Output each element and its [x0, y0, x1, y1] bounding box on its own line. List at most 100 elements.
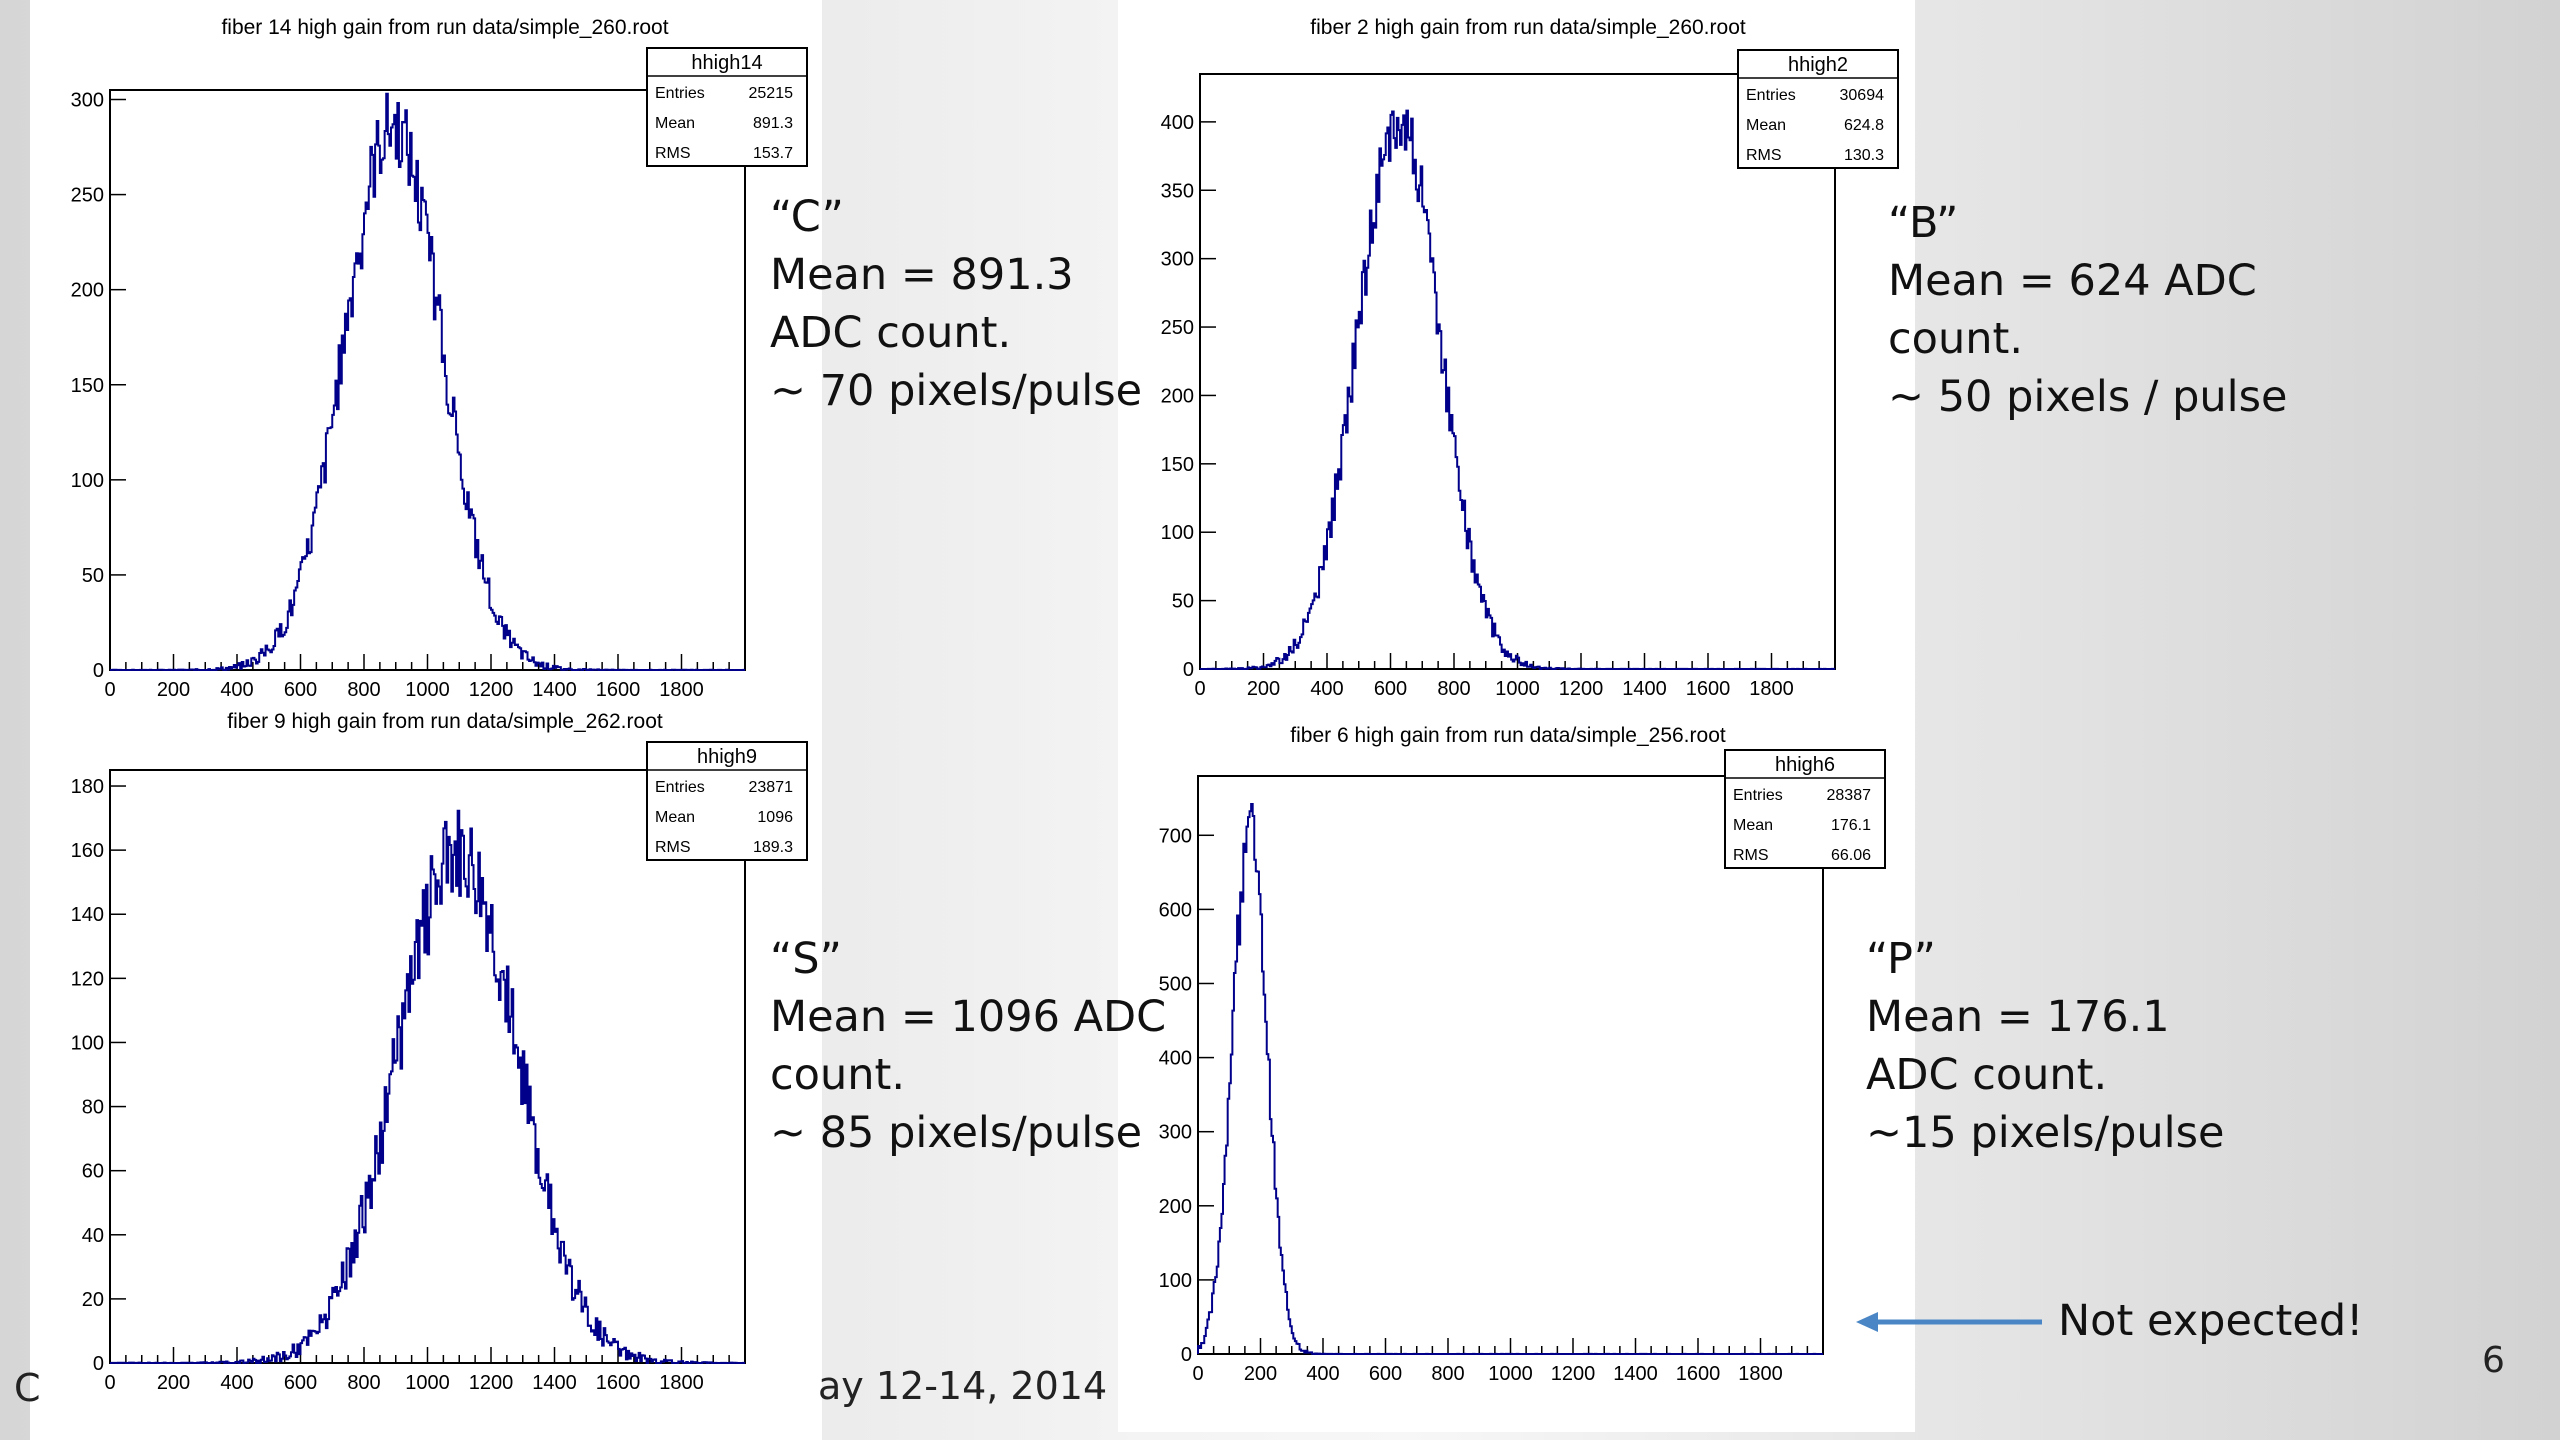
stats-label: RMS [1733, 847, 1769, 864]
y-tick-label: 120 [71, 968, 104, 990]
y-tick-label: 20 [82, 1289, 104, 1311]
y-tick-label: 0 [1183, 659, 1194, 681]
annotation-p-unit: ADC count. [1866, 1050, 2108, 1100]
x-tick-label: 1200 [1551, 1363, 1596, 1385]
stats-value: 25215 [749, 85, 794, 102]
footer-date: ay 12-14, 2014 [818, 1364, 1108, 1408]
y-tick-label: 400 [1159, 1048, 1192, 1070]
y-tick-label: 500 [1159, 973, 1192, 995]
annotation-b: “B” Mean = 624 ADC count. ~ 50 pixels / … [1888, 194, 2287, 426]
annotation-b-mean: Mean = 624 ADC [1888, 256, 2257, 306]
y-tick-label: 350 [1161, 180, 1194, 202]
stats-value: 189.3 [753, 839, 793, 856]
x-tick-label: 400 [1310, 678, 1343, 700]
stats-label: RMS [655, 839, 691, 856]
annotation-s-label: “S” [770, 934, 842, 984]
annotation-c-mean: Mean = 891.3 [770, 250, 1074, 300]
y-tick-label: 100 [71, 1032, 104, 1054]
not-expected-note: Not expected! [2058, 1296, 2364, 1346]
y-tick-label: 0 [93, 1353, 104, 1375]
x-tick-label: 400 [1306, 1363, 1339, 1385]
annotation-b-label: “B” [1888, 198, 1959, 248]
x-tick-label: 1600 [1676, 1363, 1721, 1385]
stats-value: 23871 [749, 779, 794, 796]
stats-value: 30694 [1840, 87, 1885, 104]
y-tick-label: 40 [82, 1225, 104, 1247]
x-tick-label: 1600 [1686, 678, 1731, 700]
y-tick-label: 80 [82, 1097, 104, 1119]
x-tick-label: 200 [1244, 1363, 1277, 1385]
y-tick-label: 150 [71, 375, 104, 397]
annotation-p-pixels: ~15 pixels/pulse [1866, 1108, 2225, 1158]
stats-histogram-name: hhigh6 [1775, 754, 1835, 776]
y-tick-label: 160 [71, 840, 104, 862]
stats-value: 66.06 [1831, 847, 1871, 864]
y-tick-label: 700 [1159, 825, 1192, 847]
annotation-c-label: “C” [770, 192, 844, 242]
x-tick-label: 400 [220, 679, 253, 700]
x-tick-label: 1400 [1613, 1363, 1658, 1385]
stats-label: Entries [1746, 87, 1796, 104]
x-tick-label: 1000 [1495, 678, 1540, 700]
stats-label: Mean [655, 809, 695, 826]
x-tick-label: 1600 [596, 1372, 641, 1394]
x-tick-label: 0 [1194, 678, 1205, 700]
annotation-b-unit: count. [1888, 314, 2023, 364]
y-tick-label: 400 [1161, 112, 1194, 134]
y-tick-label: 100 [71, 470, 104, 492]
y-tick-label: 250 [71, 185, 104, 207]
stats-histogram-name: hhigh9 [697, 746, 757, 768]
stats-value: 176.1 [1831, 817, 1871, 834]
y-tick-label: 60 [82, 1161, 104, 1183]
annotation-s: “S” Mean = 1096 ADC count. ~ 85 pixels/p… [770, 930, 1166, 1162]
y-tick-label: 200 [71, 280, 104, 302]
annotation-b-pixels: ~ 50 pixels / pulse [1888, 372, 2288, 422]
y-tick-label: 50 [82, 565, 104, 587]
stats-histogram-name: hhigh2 [1788, 54, 1848, 76]
annotation-p-mean: Mean = 176.1 [1866, 992, 2170, 1042]
chart-title: fiber 9 high gain from run data/simple_2… [227, 710, 663, 733]
x-tick-label: 600 [284, 679, 317, 700]
x-tick-label: 800 [347, 679, 380, 700]
x-tick-label: 600 [1369, 1363, 1402, 1385]
x-tick-label: 0 [104, 679, 115, 700]
slide-page-number: 6 [2482, 1340, 2505, 1381]
annotation-c-pixels: ~ 70 pixels/pulse [770, 366, 1143, 416]
y-tick-label: 180 [71, 776, 104, 798]
right-plot-panel [1118, 0, 1915, 1432]
stats-value: 891.3 [753, 115, 793, 132]
histogram-fiber-9: fiber 9 high gain from run data/simple_2… [71, 710, 808, 1394]
stats-value: 28387 [1827, 787, 1872, 804]
stats-value: 130.3 [1844, 147, 1884, 164]
histogram-fiber-6: fiber 6 high gain from run data/simple_2… [1159, 724, 1886, 1385]
stats-label: Mean [1733, 817, 1773, 834]
annotation-p-label: “P” [1866, 934, 1936, 984]
annotation-s-pixels: ~ 85 pixels/pulse [770, 1108, 1143, 1158]
y-tick-label: 140 [71, 904, 104, 926]
x-tick-label: 0 [1192, 1363, 1203, 1385]
x-tick-label: 1000 [405, 679, 450, 700]
x-tick-label: 1800 [1749, 678, 1794, 700]
stats-value: 1096 [757, 809, 793, 826]
annotation-s-unit: count. [770, 1050, 905, 1100]
x-tick-label: 1400 [532, 679, 577, 700]
y-tick-label: 300 [1159, 1122, 1192, 1144]
stats-histogram-name: hhigh14 [691, 52, 762, 74]
arrow-left-icon [1856, 1312, 2042, 1332]
histogram-fiber-14: fiber 14 high gain from run data/simple_… [71, 16, 808, 700]
stats-label: Entries [655, 779, 705, 796]
x-tick-label: 600 [1374, 678, 1407, 700]
y-tick-label: 0 [1181, 1344, 1192, 1366]
histogram-series [110, 809, 745, 1364]
x-tick-label: 1400 [532, 1372, 577, 1394]
footer-left-fragment: C [14, 1366, 41, 1410]
x-tick-label: 1600 [596, 679, 641, 700]
y-tick-label: 50 [1172, 591, 1194, 613]
histogram-series [1200, 109, 1835, 670]
x-tick-label: 1800 [659, 1372, 704, 1394]
stats-label: Mean [655, 115, 695, 132]
x-tick-label: 1800 [1738, 1363, 1783, 1385]
x-tick-label: 0 [104, 1372, 115, 1394]
stats-value: 153.7 [753, 145, 793, 162]
stats-box [1724, 749, 1886, 869]
